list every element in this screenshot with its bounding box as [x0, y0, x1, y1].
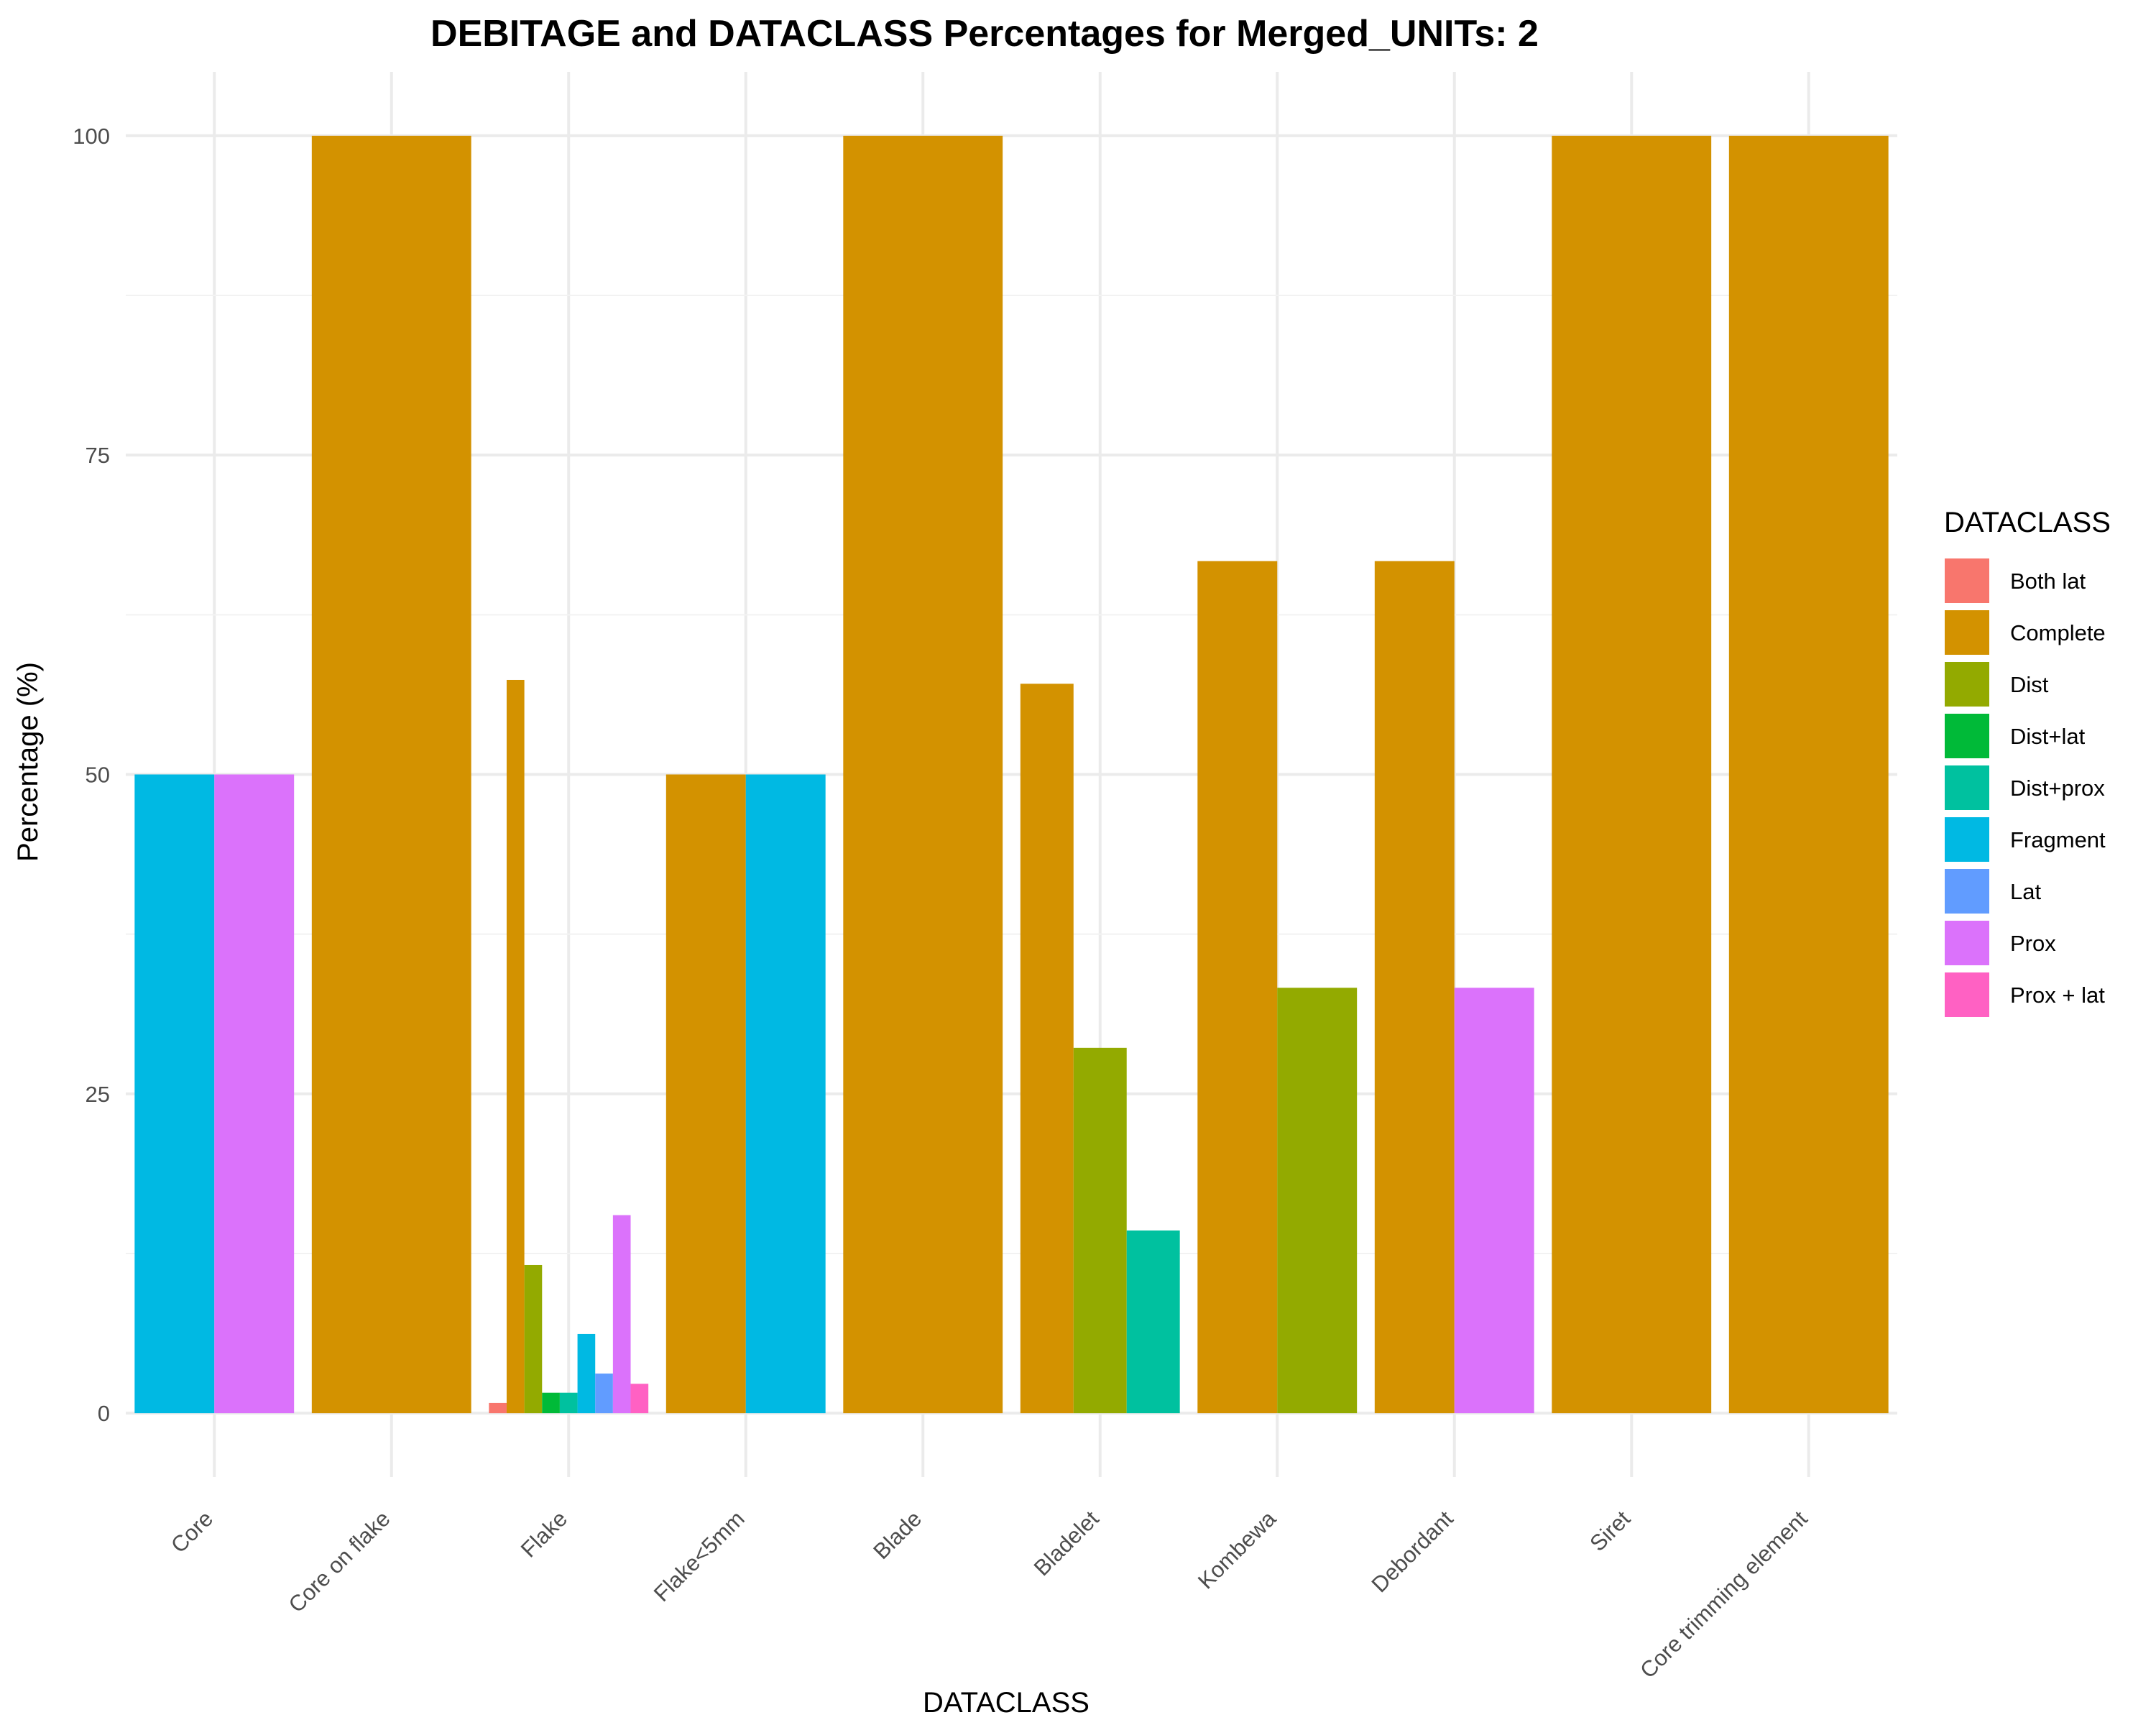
bar-siret-complete	[1552, 135, 1712, 1414]
bar-debordant-prox	[1454, 988, 1534, 1414]
legend-key-prox-lat	[1943, 971, 1991, 1018]
bar-flake-lat	[595, 1374, 613, 1414]
legend-key-both-lat	[1943, 557, 1991, 604]
y-tick-label: 100	[73, 124, 110, 149]
bar-flake-dist-prox	[559, 1392, 578, 1414]
bar-flake-5mm-fragment	[745, 774, 826, 1414]
bar-debordant-complete	[1374, 561, 1455, 1414]
bar-flake-prox-lat	[630, 1384, 649, 1414]
chart-title: DEBITAGE and DATACLASS Percentages for M…	[430, 13, 1539, 55]
x-tick-label: Core	[166, 1506, 218, 1558]
bar-core-trimming-element-complete	[1728, 135, 1889, 1414]
bar-flake-dist-lat	[542, 1392, 560, 1414]
bars	[134, 135, 1889, 1414]
bar-core-prox	[214, 774, 295, 1414]
bar-flake-complete	[506, 679, 525, 1414]
bar-core-fragment	[134, 774, 215, 1414]
x-tick-label: Core trimming element	[1635, 1506, 1812, 1683]
bar-flake-5mm-complete	[665, 774, 746, 1414]
legend-label-complete: Complete	[2010, 620, 2106, 645]
legend-title: DATACLASS	[1944, 507, 2111, 538]
bar-flake-dist	[524, 1264, 543, 1414]
y-axis-title: Percentage (%)	[12, 662, 44, 862]
x-tick-label: Siret	[1585, 1506, 1635, 1556]
x-tick-label: Debordant	[1367, 1506, 1458, 1597]
bar-flake-both-lat	[489, 1402, 507, 1414]
x-tick-label: Flake	[516, 1506, 572, 1562]
x-tick-label: Kombewa	[1193, 1506, 1281, 1594]
bar-core-on-flake-complete	[311, 135, 471, 1414]
bar-flake-prox	[612, 1215, 631, 1414]
y-tick-label: 25	[86, 1082, 110, 1107]
legend-label-dist-prox: Dist+prox	[2010, 776, 2105, 801]
legend-label-fragment: Fragment	[2010, 827, 2106, 852]
bar-blade-complete	[843, 135, 1003, 1414]
x-tick-label: Bladelet	[1029, 1506, 1104, 1581]
x-tick-label: Blade	[868, 1506, 926, 1564]
y-tick-label: 75	[86, 443, 110, 468]
legend-label-prox: Prox	[2010, 931, 2056, 956]
legend-items: Both lat Complete Dist Dist+lat Dist+prox Fra…	[1943, 557, 2106, 1018]
x-tick-label: Core on flake	[284, 1506, 395, 1617]
legend-label-both-lat: Both lat	[2010, 569, 2086, 594]
bar-bladelet-complete	[1020, 684, 1074, 1414]
legend-label-dist: Dist	[2010, 672, 2049, 697]
legend-key-lat	[1943, 868, 1991, 915]
legend-label-dist-lat: Dist+lat	[2010, 724, 2086, 749]
y-tick-label: 50	[86, 763, 110, 788]
legend-key-dist	[1943, 661, 1991, 708]
legend-key-prox	[1943, 919, 1991, 967]
legend-key-dist-prox	[1943, 764, 1991, 811]
legend-key-dist-lat	[1943, 712, 1991, 760]
legend-key-fragment	[1943, 816, 1991, 863]
bar-flake-fragment	[577, 1333, 596, 1414]
bar-bladelet-dist-prox	[1126, 1230, 1180, 1414]
x-axis-ticks: Core Core on flake Flake Flake<5mm Blade Blad…	[166, 1506, 1812, 1683]
x-axis-title: DATACLASS	[923, 1687, 1089, 1719]
y-tick-label: 0	[98, 1401, 110, 1426]
bar-kombewa-complete	[1197, 561, 1278, 1414]
legend-label-prox-lat: Prox + lat	[2010, 983, 2105, 1008]
legend-label-lat: Lat	[2010, 879, 2041, 904]
x-tick-label: Flake<5mm	[649, 1506, 750, 1606]
bar-bladelet-dist	[1073, 1047, 1127, 1414]
bar-kombewa-dist	[1277, 988, 1358, 1414]
legend: DATACLASS Both lat Complete Dist Dist+lat Di…	[1943, 507, 2111, 1018]
y-axis-ticks: 0 25 50 75 100	[73, 124, 110, 1426]
legend-key-complete	[1943, 609, 1991, 656]
